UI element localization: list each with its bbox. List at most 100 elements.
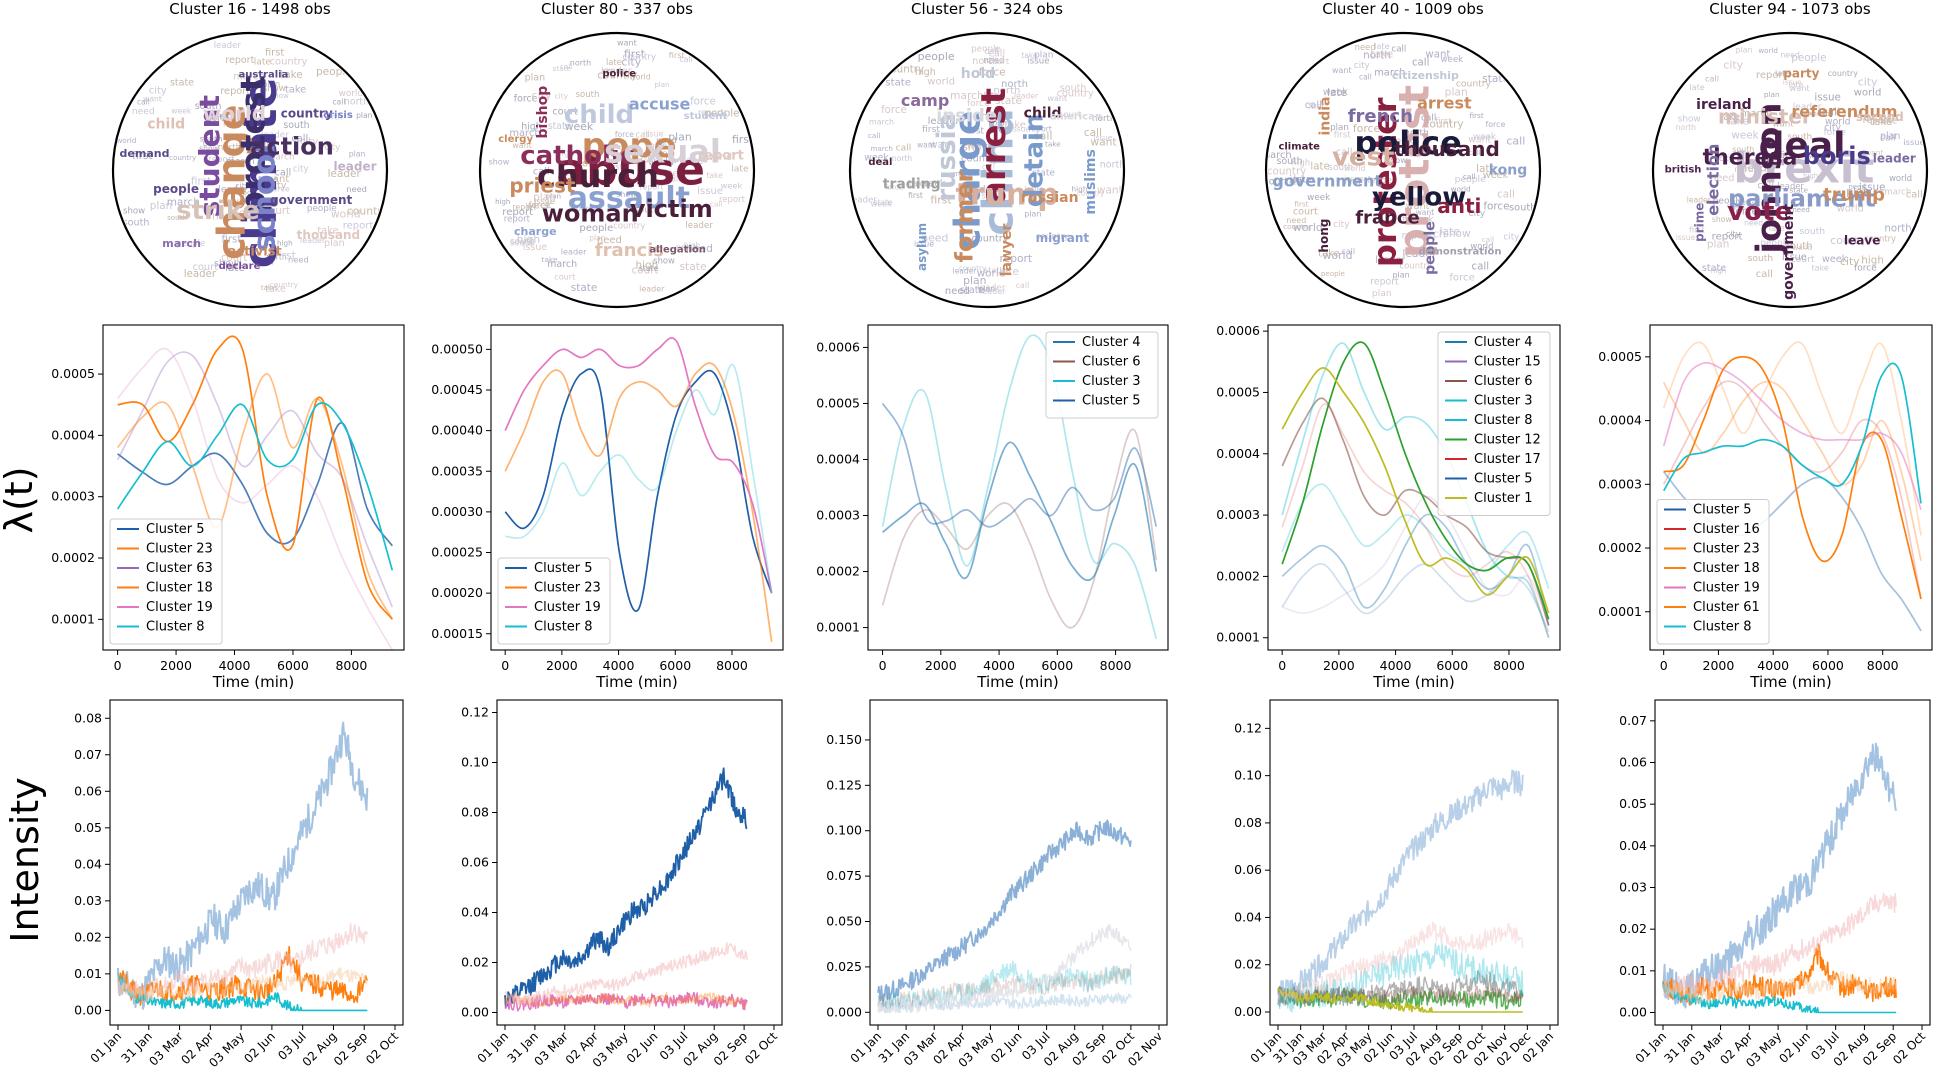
wordcloud-filler-word: plan	[324, 238, 345, 249]
wordcloud-filler-word: week	[245, 193, 265, 202]
series-line-cluster-8	[1277, 970, 1524, 1007]
wordcloud-word: vest	[1332, 142, 1395, 172]
series-line-cluster-3	[1281, 342, 1550, 639]
wordcloud-filler-word: report	[220, 86, 250, 97]
wordcloud-word: french	[1348, 106, 1413, 127]
wordcloud-word: second	[1856, 110, 1904, 124]
wordcloud-word: theresa	[1703, 145, 1798, 170]
wordcloud-filler-word: north	[993, 86, 1020, 97]
wordcloud-filler-word: late	[984, 91, 999, 100]
legend-label: Cluster 8	[534, 620, 593, 635]
y-tick-label: 0.0006	[816, 339, 860, 354]
wordcloud-filler-word: force	[1483, 200, 1509, 212]
wordcloud-filler-word: report	[640, 183, 664, 192]
x-tick-label: 02 Sep	[711, 1029, 750, 1068]
wordcloud-word: arrest	[1417, 94, 1472, 113]
wordcloud-filler-word: report	[235, 188, 258, 197]
wordcloud-filler-word: want	[265, 174, 290, 185]
wordcloud-filler-word: world	[1758, 46, 1778, 55]
y-tick-label: 0.0002	[51, 550, 95, 565]
wordcloud-word: government	[1781, 204, 1797, 300]
wordcloud-filler-word: plan	[262, 79, 280, 89]
wordcloud-filler-word: issue	[1903, 137, 1924, 147]
legend: Cluster 5 Cluster 16 Cluster 23 Cluster 18 C…	[1656, 499, 1770, 645]
wordcloud-filler-word: issue	[523, 242, 548, 253]
wordcloud-filler-word: north	[344, 97, 369, 108]
wordcloud-filler-word: first	[275, 249, 296, 262]
legend-label: Cluster 3	[1082, 374, 1141, 389]
wordcloud-word: school	[248, 144, 283, 253]
wordcloud-filler-word: leader	[1777, 181, 1804, 191]
wordcloud-word: child	[147, 116, 185, 132]
wordcloud-filler-word: leader	[928, 116, 961, 127]
wordcloud-word: catholic	[520, 141, 635, 171]
intensity-chart: 0.000 0.025 0.050 0.075 0.100 0.125 0.150 01 Ja…	[826, 699, 1168, 1070]
x-axis-label: Time (min)	[595, 673, 677, 691]
wordcloud-filler-word: want	[1416, 208, 1435, 217]
wordcloud-word: assault	[568, 181, 690, 216]
wordcloud-filler-word: state	[548, 121, 572, 132]
y-tick-label: 0.08	[74, 710, 102, 725]
wordcloud-filler-word: south	[576, 90, 600, 100]
wordcloud-word: charge	[514, 225, 557, 238]
legend-label: Cluster 5	[1082, 394, 1141, 409]
y-tick-label: 0.00040	[431, 423, 483, 438]
wordcloud-filler-word: country	[169, 153, 196, 162]
wordcloud-word: vote	[1727, 197, 1792, 227]
cluster-column-2: Cluster 80 - 337 obsweekshowworldplanrep…	[431, 0, 784, 1070]
wordcloud-word: deal	[1759, 125, 1846, 166]
y-tick-label: 0.06	[461, 855, 489, 870]
series-line-main	[1277, 769, 1524, 1004]
wordcloud-filler-word: want	[1090, 135, 1116, 148]
y-tick-label: 0.125	[826, 777, 862, 792]
wordcloud-border	[478, 31, 756, 309]
wordcloud-word: leader	[334, 160, 377, 174]
x-tick-label: 02 Jun	[241, 1029, 278, 1066]
wordcloud-filler-word: week	[171, 106, 192, 115]
wordcloud-word: climate	[1278, 142, 1320, 153]
wordcloud-filler-word: call	[1482, 235, 1494, 244]
wordcloud-word: people	[153, 182, 199, 196]
series-line-cluster-8	[117, 972, 368, 1012]
wordcloud-word: people	[1422, 221, 1438, 274]
wordcloud-filler-word: north	[1100, 160, 1126, 171]
wordcloud-word: woman	[542, 199, 639, 227]
wordcloud-filler-word: leader	[977, 283, 1006, 293]
x-axis-label: Time (min)	[1372, 673, 1454, 691]
wordcloud-filler-word: take	[1370, 49, 1393, 61]
wordcloud-filler-word: march	[1741, 109, 1773, 120]
wordcloud-filler-word: need	[981, 112, 1006, 123]
cluster-title: Cluster 80 - 337 obs	[541, 0, 693, 18]
wordcloud-filler-word: late	[1476, 163, 1496, 175]
x-tick-label: 2000	[1703, 658, 1735, 673]
wordcloud-filler-word: plan	[978, 285, 995, 294]
wordcloud-filler-word: call	[1506, 134, 1525, 147]
wordcloud-filler-word: leader	[601, 66, 632, 77]
legend-box	[1045, 331, 1159, 419]
wordcloud-filler-word: world	[1344, 164, 1366, 173]
wordcloud-filler-word: state	[984, 266, 1004, 275]
wordcloud-border	[848, 31, 1126, 309]
wordcloud-filler-word: report	[1863, 115, 1892, 126]
wordcloud-word: francis	[595, 240, 664, 261]
wordcloud-word: clergy	[498, 134, 533, 145]
wordcloud-filler-word: first	[608, 163, 623, 172]
wordcloud-filler-word: issue	[1093, 133, 1112, 142]
wordcloud-filler-word: week	[1386, 135, 1415, 148]
wordcloud-filler-word: north	[1884, 223, 1911, 234]
x-axis-label: Time (min)	[212, 673, 294, 691]
wordcloud-filler-word: issue	[1859, 182, 1885, 194]
wordcloud-filler-word: high	[1758, 153, 1781, 166]
lambda-chart: 0.0001 0.0002 0.0003 0.0004 0.0005 0.0006 0 200…	[1216, 323, 1561, 691]
legend: Cluster 4 Cluster 15 Cluster 6 Cluster 3 Clu…	[1437, 331, 1551, 516]
wordcloud-word: australia	[238, 70, 288, 81]
series-line-faint2	[1662, 970, 1897, 1004]
x-tick-label: 8000	[716, 658, 748, 673]
wordcloud-filler-word: first	[669, 50, 686, 60]
wordcloud-filler-word: south	[634, 205, 659, 215]
wordcloud-filler-word: take	[317, 226, 338, 237]
wordcloud: takecityreportcallleadercourtcountrycity…	[116, 41, 385, 295]
wordcloud-filler-word: first	[1334, 131, 1352, 141]
wordcloud-filler-word: high	[1861, 255, 1884, 267]
wordcloud-filler-word: need	[921, 232, 948, 245]
